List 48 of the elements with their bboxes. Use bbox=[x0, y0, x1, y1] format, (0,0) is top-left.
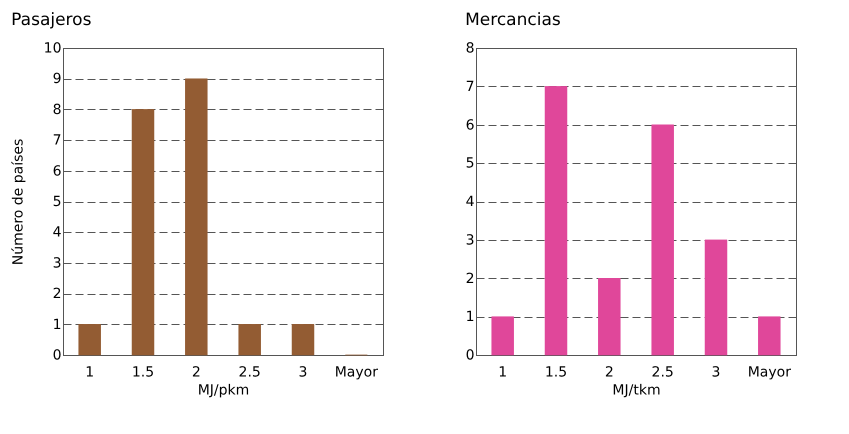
y-tick-label: 2 bbox=[52, 286, 62, 302]
chart-title: Mercancias bbox=[465, 10, 561, 30]
y-tick-label: 4 bbox=[466, 194, 475, 210]
x-tick-label: 1 bbox=[85, 364, 94, 380]
x-axis-title: MJ/tkm bbox=[612, 382, 661, 398]
y-tick-label: 0 bbox=[52, 348, 62, 364]
y-tick-label: 10 bbox=[44, 40, 62, 56]
y-tick-label: 2 bbox=[466, 270, 474, 287]
bar bbox=[78, 324, 101, 356]
x-tick-label: 3 bbox=[712, 364, 720, 380]
x-tick-label: 2 bbox=[192, 364, 201, 380]
x-tick-label: 2.5 bbox=[652, 364, 674, 380]
y-tick-label: 1 bbox=[52, 316, 62, 333]
bar bbox=[651, 124, 674, 356]
y-tick-label: 5 bbox=[466, 156, 474, 172]
x-axis-title: MJ/pkm bbox=[198, 382, 250, 398]
y-tick-label: 0 bbox=[466, 348, 474, 364]
x-tick-label: 1 bbox=[498, 364, 508, 380]
y-tick-label: 7 bbox=[52, 132, 62, 149]
y-tick-label: 4 bbox=[52, 224, 62, 241]
x-tick-label: 1.5 bbox=[132, 364, 154, 380]
bar bbox=[491, 316, 514, 356]
x-tick-label: 2.5 bbox=[238, 364, 261, 380]
y-tick-label: 7 bbox=[466, 78, 474, 95]
bar bbox=[758, 316, 781, 356]
y-axis-title: Número de países bbox=[10, 138, 27, 266]
chart-title: Pasajeros bbox=[11, 10, 92, 30]
bar bbox=[132, 109, 154, 356]
y-tick-label: 9 bbox=[52, 71, 62, 88]
y-tick-label: 6 bbox=[52, 163, 62, 180]
bar bbox=[598, 278, 621, 356]
bar bbox=[544, 86, 568, 356]
x-tick-label: Mayor bbox=[334, 364, 378, 380]
bar bbox=[704, 240, 728, 356]
bar bbox=[238, 324, 261, 356]
y-tick-label: 3 bbox=[52, 255, 62, 272]
bar bbox=[292, 324, 314, 356]
y-tick-label: 6 bbox=[466, 117, 475, 134]
x-tick-label: 2 bbox=[604, 364, 614, 380]
x-tick-label: 1.5 bbox=[544, 364, 568, 380]
y-tick-label: 5 bbox=[52, 194, 62, 210]
y-tick-label: 8 bbox=[466, 40, 474, 56]
y-tick-label: 8 bbox=[52, 102, 62, 118]
bar bbox=[185, 78, 208, 356]
y-tick-label: 3 bbox=[466, 232, 474, 248]
x-tick-label: Mayor bbox=[748, 364, 792, 380]
y-tick-label: 1 bbox=[466, 309, 474, 326]
x-tick-label: 3 bbox=[298, 364, 308, 380]
